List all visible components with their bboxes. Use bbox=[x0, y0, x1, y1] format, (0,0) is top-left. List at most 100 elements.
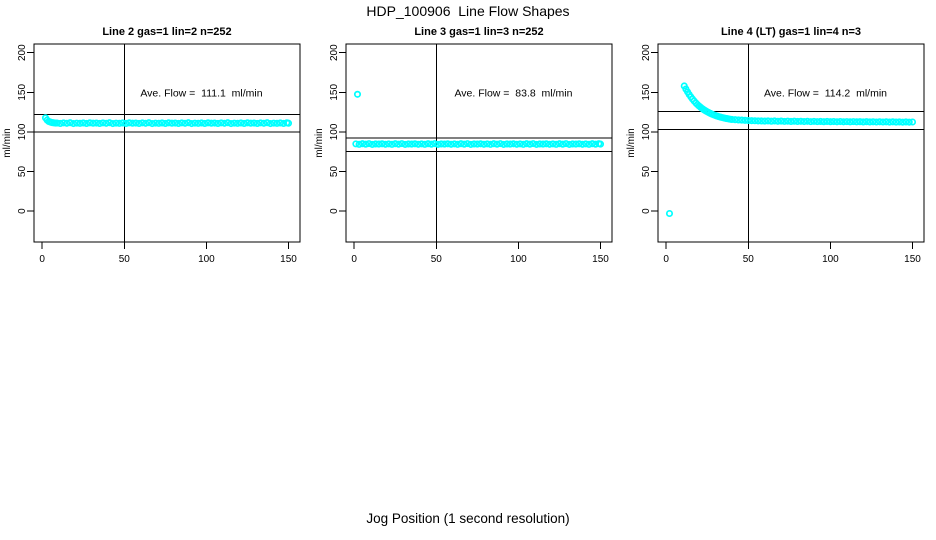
data-point bbox=[372, 140, 380, 148]
data-point bbox=[145, 119, 153, 127]
data-point bbox=[355, 140, 363, 148]
data-point bbox=[902, 118, 910, 126]
data-point bbox=[378, 140, 386, 148]
data-point bbox=[155, 119, 163, 127]
data-point bbox=[263, 119, 271, 127]
data-point bbox=[493, 140, 501, 148]
data-point bbox=[421, 140, 429, 148]
data-point bbox=[56, 119, 64, 127]
data-point bbox=[105, 119, 114, 127]
data-point bbox=[284, 119, 293, 127]
data-point bbox=[398, 140, 406, 148]
data-point bbox=[470, 140, 478, 148]
data-point bbox=[375, 140, 383, 148]
data-point bbox=[879, 118, 887, 126]
data-point bbox=[731, 116, 739, 124]
data-point bbox=[197, 119, 206, 127]
flow-panel: Line 2 gas=1 lin=2 n=252 0 50 100 150 200 0 50 1… bbox=[2, 26, 301, 265]
data-point bbox=[99, 119, 107, 127]
data-point bbox=[774, 117, 782, 125]
panel-title: Line 2 gas=1 lin=2 n=252 bbox=[102, 26, 231, 38]
data-point bbox=[63, 119, 71, 127]
data-point bbox=[843, 118, 851, 126]
data-point bbox=[450, 140, 458, 148]
data-point bbox=[358, 140, 366, 148]
data-point bbox=[408, 140, 416, 148]
data-point bbox=[66, 119, 74, 127]
data-point bbox=[388, 140, 396, 148]
data-point bbox=[899, 118, 907, 126]
data-point bbox=[138, 119, 146, 127]
data-point bbox=[92, 119, 100, 127]
data-point bbox=[125, 119, 133, 127]
ave-flow-annotation: Ave. Flow = 111.1 ml/min bbox=[140, 87, 262, 99]
data-point bbox=[96, 119, 104, 127]
y-tick-label: 0 bbox=[641, 208, 652, 214]
data-point bbox=[552, 140, 560, 148]
data-point bbox=[353, 90, 362, 98]
data-point bbox=[751, 117, 759, 125]
data-point bbox=[889, 118, 897, 126]
data-point bbox=[787, 117, 795, 126]
y-tick-label: 100 bbox=[329, 123, 340, 140]
data-point bbox=[784, 117, 792, 125]
data-point bbox=[572, 140, 580, 148]
data-point bbox=[523, 140, 531, 148]
data-point bbox=[411, 140, 419, 148]
data-point bbox=[549, 140, 557, 148]
data-point bbox=[767, 117, 775, 125]
ave-flow-annotation: Ave. Flow = 83.8 ml/min bbox=[454, 87, 572, 99]
data-point bbox=[211, 119, 219, 127]
x-tick-label: 50 bbox=[431, 254, 443, 265]
data-point bbox=[89, 119, 97, 127]
plot-box bbox=[33, 43, 301, 243]
data-point bbox=[569, 140, 577, 148]
data-point bbox=[237, 119, 245, 127]
data-point bbox=[174, 119, 183, 127]
data-point bbox=[161, 119, 169, 127]
data-point bbox=[207, 119, 215, 127]
data-point bbox=[115, 119, 123, 127]
data-point bbox=[559, 140, 567, 148]
data-point bbox=[227, 119, 235, 128]
data-point bbox=[266, 119, 274, 128]
data-point bbox=[247, 119, 255, 127]
y-axis-title: ml/min bbox=[314, 128, 325, 157]
data-point bbox=[240, 119, 248, 127]
data-point bbox=[148, 119, 156, 128]
data-point bbox=[352, 140, 360, 148]
data-point bbox=[555, 140, 564, 148]
data-point bbox=[434, 140, 442, 148]
data-point bbox=[529, 140, 537, 148]
data-point bbox=[204, 119, 212, 127]
data-point bbox=[797, 117, 805, 125]
data-point bbox=[69, 119, 77, 128]
data-point bbox=[665, 209, 674, 218]
data-point bbox=[171, 119, 179, 127]
data-point bbox=[817, 117, 825, 126]
data-point bbox=[526, 140, 534, 148]
x-tick-label: 100 bbox=[198, 254, 215, 265]
data-point bbox=[807, 118, 815, 126]
data-point bbox=[849, 118, 857, 126]
y-tick-label: 100 bbox=[641, 123, 652, 140]
data-point bbox=[500, 140, 508, 148]
data-point bbox=[440, 140, 449, 148]
data-point bbox=[394, 140, 403, 148]
data-point bbox=[823, 117, 831, 126]
x-tick-label: 50 bbox=[743, 254, 755, 265]
data-point bbox=[513, 140, 521, 148]
data-point bbox=[771, 117, 779, 125]
data-point bbox=[800, 117, 808, 126]
data-point bbox=[447, 140, 455, 148]
data-point bbox=[122, 119, 130, 127]
data-point bbox=[486, 140, 495, 148]
y-tick-label: 150 bbox=[329, 84, 340, 101]
data-point bbox=[230, 119, 238, 127]
data-point bbox=[588, 140, 596, 148]
data-point bbox=[214, 119, 222, 127]
data-point bbox=[839, 118, 848, 126]
data-point bbox=[119, 119, 127, 127]
data-point bbox=[892, 118, 900, 126]
